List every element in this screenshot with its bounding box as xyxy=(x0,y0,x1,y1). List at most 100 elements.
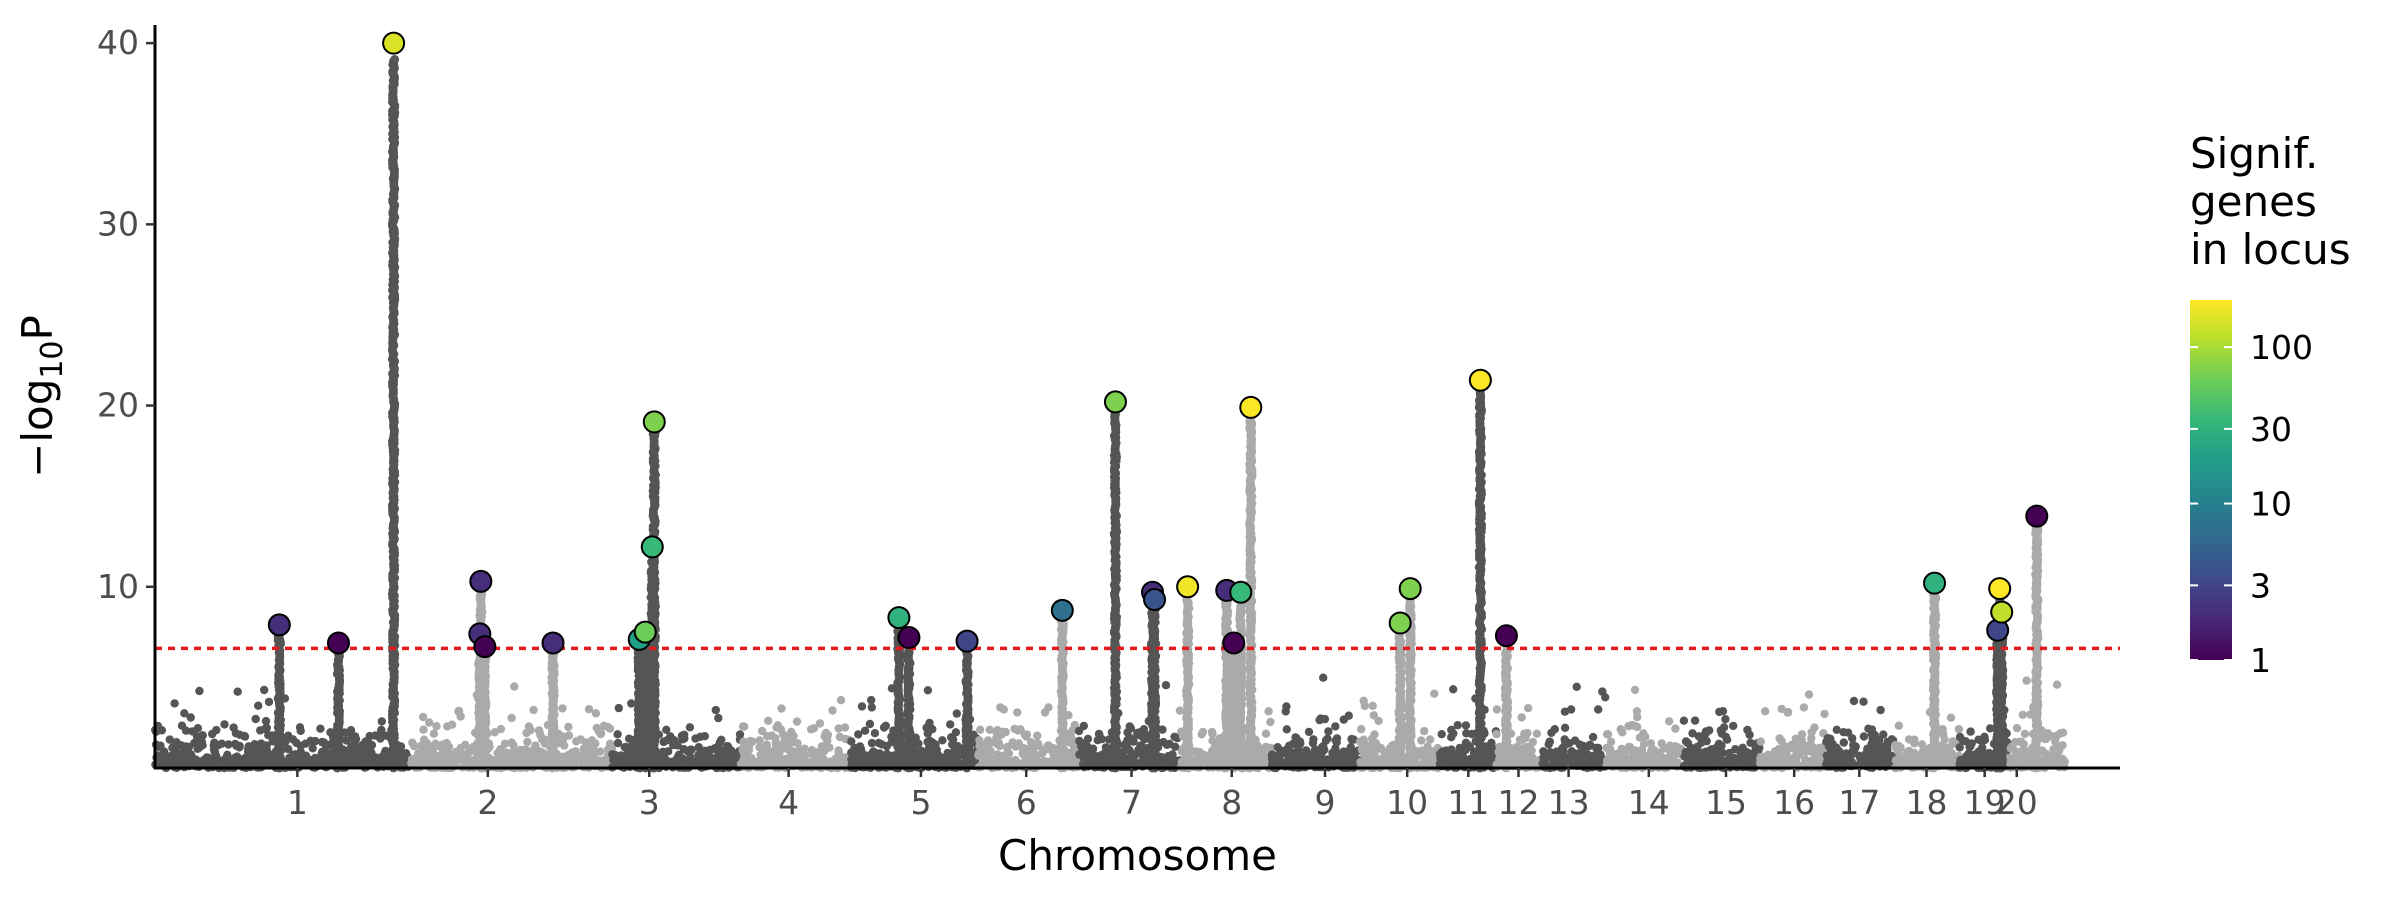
snp-point xyxy=(792,717,802,726)
snp-point xyxy=(867,759,877,769)
snp-point xyxy=(1282,725,1292,734)
snp-point xyxy=(1376,743,1386,753)
snp-point xyxy=(2047,755,2057,764)
snp-point xyxy=(764,716,773,725)
snp-point xyxy=(1261,729,1271,738)
snp-point xyxy=(1045,759,1054,769)
snp-point xyxy=(741,755,750,764)
snp-point xyxy=(260,685,269,695)
snp-point xyxy=(1743,725,1752,735)
snp-point xyxy=(1954,724,1964,734)
snp-point xyxy=(613,730,622,739)
snp-point xyxy=(198,741,207,750)
snp-point xyxy=(1208,729,1217,739)
snp-point xyxy=(836,696,846,705)
snp-point xyxy=(1100,749,1110,758)
snp-point xyxy=(1304,727,1314,737)
snp-point xyxy=(1125,722,1134,731)
snp-point xyxy=(350,736,359,745)
snp-point xyxy=(1966,727,1975,736)
snp-point xyxy=(318,759,327,768)
snp-point xyxy=(180,709,189,718)
snp-point xyxy=(1616,725,1625,734)
snp-point xyxy=(1266,743,1276,753)
snp-point xyxy=(1939,730,1948,739)
snp-point xyxy=(1447,733,1456,742)
snp-point xyxy=(1560,723,1570,732)
snp-point xyxy=(1420,726,1429,736)
snp-point xyxy=(1801,756,1811,765)
snp-point xyxy=(1003,742,1012,752)
snp-point xyxy=(223,750,232,759)
snp-point xyxy=(456,712,465,721)
snp-point xyxy=(1333,755,1342,765)
snp-point xyxy=(1812,749,1822,758)
snp-point xyxy=(1876,705,1885,715)
snp-point xyxy=(1492,705,1502,714)
snp-point xyxy=(1193,749,1203,758)
snp-point xyxy=(1964,749,1974,758)
snp-point xyxy=(867,695,876,705)
snp-point xyxy=(831,754,840,764)
snp-point xyxy=(1494,747,1503,756)
snp-point xyxy=(985,725,994,734)
snp-point xyxy=(1613,751,1622,760)
snp-point xyxy=(1735,747,1745,756)
snp-point xyxy=(1797,730,1807,739)
snp-point xyxy=(1161,681,1171,690)
snp-point xyxy=(771,738,780,747)
snp-point xyxy=(660,747,669,757)
snp-point xyxy=(984,743,993,752)
snp-point xyxy=(835,732,845,742)
snp-point xyxy=(1346,743,1356,752)
snp-point xyxy=(177,721,187,730)
snp-point xyxy=(1462,729,1471,738)
snp-point xyxy=(1679,716,1689,725)
snp-point xyxy=(1158,725,1167,734)
snp-point xyxy=(1715,707,1724,717)
snp-point xyxy=(500,739,510,748)
snp-point xyxy=(1093,736,1102,745)
snp-point xyxy=(1820,709,1829,719)
snp-point xyxy=(306,736,315,745)
snp-point xyxy=(1633,756,1642,766)
snp-point xyxy=(198,731,207,740)
snp-point xyxy=(762,760,771,769)
snp-point xyxy=(946,720,955,729)
snp-point xyxy=(1359,696,1368,705)
snp-point xyxy=(1859,732,1869,741)
snp-point xyxy=(1601,693,1610,702)
snp-point xyxy=(210,748,220,757)
snp-point xyxy=(596,729,606,738)
snp-point xyxy=(529,705,538,715)
snp-point xyxy=(1128,754,1138,763)
snp-point xyxy=(461,753,470,763)
snp-point xyxy=(1870,746,1879,756)
snp-point xyxy=(507,738,516,747)
snp-point xyxy=(1918,751,1927,760)
snp-point xyxy=(1437,730,1446,739)
snp-point xyxy=(531,741,540,750)
snp-point xyxy=(815,719,825,728)
snp-point xyxy=(1344,711,1354,720)
snp-point xyxy=(725,750,734,760)
snp-point xyxy=(308,744,317,753)
snp-point xyxy=(1070,743,1079,753)
snp-point xyxy=(881,721,890,730)
snp-point xyxy=(365,731,374,741)
snp-point xyxy=(496,745,505,754)
snp-point xyxy=(757,726,767,736)
snp-point xyxy=(1314,752,1323,761)
snp-point xyxy=(1859,697,1868,706)
snp-point xyxy=(321,740,330,750)
snp-point xyxy=(1158,753,1167,762)
snp-point xyxy=(1515,735,1525,744)
snp-point xyxy=(254,701,263,710)
snp-point xyxy=(771,750,781,760)
snp-point xyxy=(867,738,877,748)
snp-point xyxy=(381,746,390,756)
snp-point xyxy=(1826,747,1836,757)
snp-point xyxy=(1570,736,1580,745)
snp-point xyxy=(854,730,863,739)
snp-point xyxy=(1341,757,1351,766)
